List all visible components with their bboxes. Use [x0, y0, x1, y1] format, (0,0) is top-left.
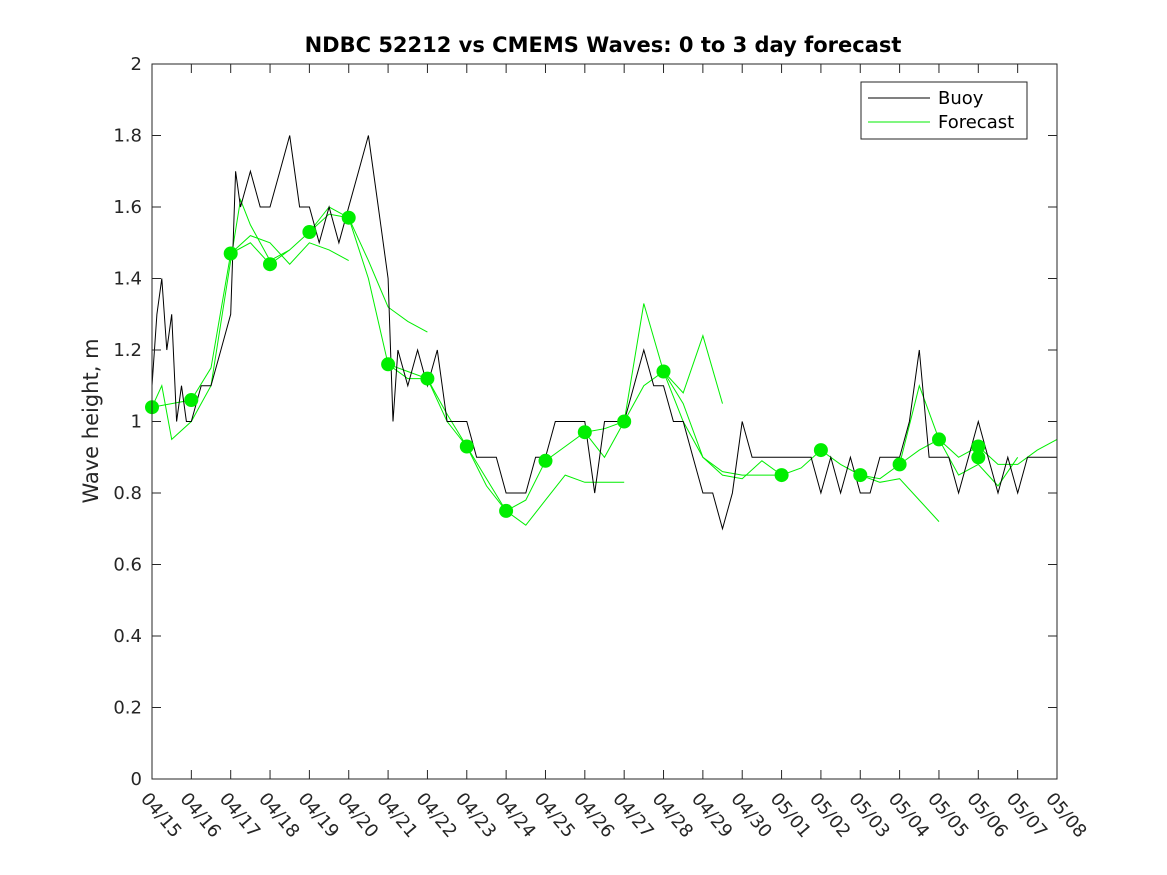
y-tick-label: 1.4 [113, 269, 142, 290]
forecast-marker [932, 432, 946, 447]
forecast-marker [538, 453, 553, 468]
forecast-marker [774, 468, 789, 483]
x-tick-label: 04/24 [490, 789, 539, 842]
x-tick-label: 05/06 [962, 789, 1011, 842]
forecast-marker [656, 364, 671, 379]
x-tick-label: 04/27 [608, 789, 657, 842]
y-tick-label: 0.2 [113, 698, 142, 719]
forecast-line [230, 235, 349, 265]
x-tick-label: 04/17 [215, 789, 264, 842]
marker-layer [145, 210, 986, 518]
x-tick-label: 04/28 [648, 789, 697, 842]
forecast-marker [302, 225, 317, 239]
x-tick-label: 05/05 [923, 789, 972, 842]
x-tick-label: 05/08 [1041, 789, 1090, 842]
x-tick-label: 04/15 [136, 789, 185, 842]
forecast-marker [381, 357, 396, 372]
legend-buoy-label: Buoy [938, 88, 984, 109]
x-tick-label: 04/25 [530, 789, 579, 842]
forecast-line [151, 213, 1058, 512]
forecast-line [505, 474, 625, 526]
forecast-marker [223, 246, 238, 261]
forecast-marker [577, 425, 592, 440]
forecast-marker [892, 457, 907, 472]
x-tick-label: 05/07 [1002, 789, 1051, 842]
forecast-marker [971, 450, 986, 465]
x-tick-label: 04/30 [726, 789, 775, 842]
x-tick-label: 05/04 [884, 789, 933, 842]
x-tick-label: 04/20 [333, 789, 382, 842]
y-tick-label: 0.6 [113, 555, 142, 576]
x-tick-label: 04/19 [294, 789, 343, 842]
x-tick-label: 04/21 [372, 789, 421, 842]
y-tick-label: 2 [131, 54, 142, 75]
forecast-marker [341, 210, 356, 225]
x-tick-label: 05/03 [844, 789, 893, 842]
y-tick-label: 1.6 [113, 197, 142, 218]
buoy-line [151, 135, 1057, 531]
chart-title: NDBC 52212 vs CMEMS Waves: 0 to 3 day fo… [305, 33, 902, 57]
forecast-marker [263, 257, 277, 272]
forecast-marker [459, 439, 474, 454]
series-layer [151, 135, 1058, 531]
y-axis: 0 0.2 0.4 0.6 0.8 1 1.2 1.4 1.6 1.8 2 [113, 54, 1057, 790]
forecast-line [387, 363, 507, 512]
forecast-marker [420, 371, 435, 386]
forecast-marker [813, 443, 828, 458]
x-tick-label: 04/22 [412, 789, 461, 842]
y-tick-label: 1 [131, 412, 142, 433]
forecast-marker [853, 468, 868, 483]
x-tick-label: 04/26 [569, 789, 618, 842]
forecast-marker [971, 439, 986, 454]
y-tick-label: 0.4 [113, 626, 142, 647]
x-tick-label: 04/16 [176, 789, 225, 842]
legend: Buoy Forecast [860, 81, 1028, 140]
forecast-line [584, 303, 723, 459]
forecast-marker [499, 503, 514, 518]
y-tick-label: 1.8 [113, 126, 142, 147]
forecast-line [151, 197, 290, 441]
forecast-marker [617, 414, 632, 429]
x-tick-label: 05/01 [766, 789, 815, 842]
x-tick-label: 05/02 [805, 789, 854, 842]
forecast-marker [184, 393, 199, 407]
x-tick-label: 04/29 [687, 789, 736, 842]
y-tick-label: 0 [131, 769, 142, 790]
x-tick-label: 04/23 [451, 789, 500, 842]
legend-box [860, 81, 1028, 140]
legend-forecast-label: Forecast [938, 112, 1014, 133]
y-tick-label: 1.2 [113, 340, 142, 361]
x-tick-label: 04/18 [254, 789, 303, 842]
y-axis-label: Wave height, m [79, 338, 103, 503]
y-tick-label: 0.8 [113, 483, 142, 504]
forecast-line [899, 384, 1019, 487]
